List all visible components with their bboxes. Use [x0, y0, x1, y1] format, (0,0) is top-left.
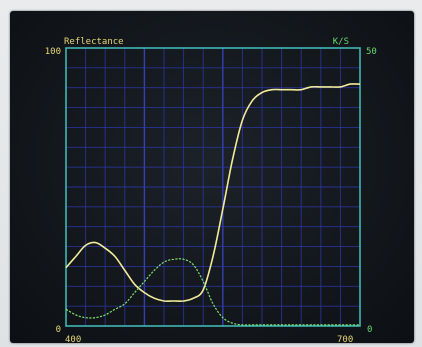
x-tick-label-start: 400 [65, 335, 81, 345]
right-tick-label-top: 50 [366, 47, 377, 57]
x-tick-label-end: 700 [337, 335, 353, 345]
left-tick-label-bottom: 0 [56, 325, 61, 335]
right-tick-label-bottom: 0 [367, 325, 372, 335]
series-layer [65, 83, 361, 326]
reflectance-curve [65, 83, 361, 302]
grid [66, 48, 360, 326]
monitor-screen [10, 11, 414, 343]
left-axis-label: Reflectance [64, 37, 124, 47]
left-tick-label-top: 100 [45, 47, 61, 57]
ks-curve [65, 258, 360, 326]
plot-frame [65, 47, 361, 327]
right-axis-label: K/S [333, 37, 349, 47]
